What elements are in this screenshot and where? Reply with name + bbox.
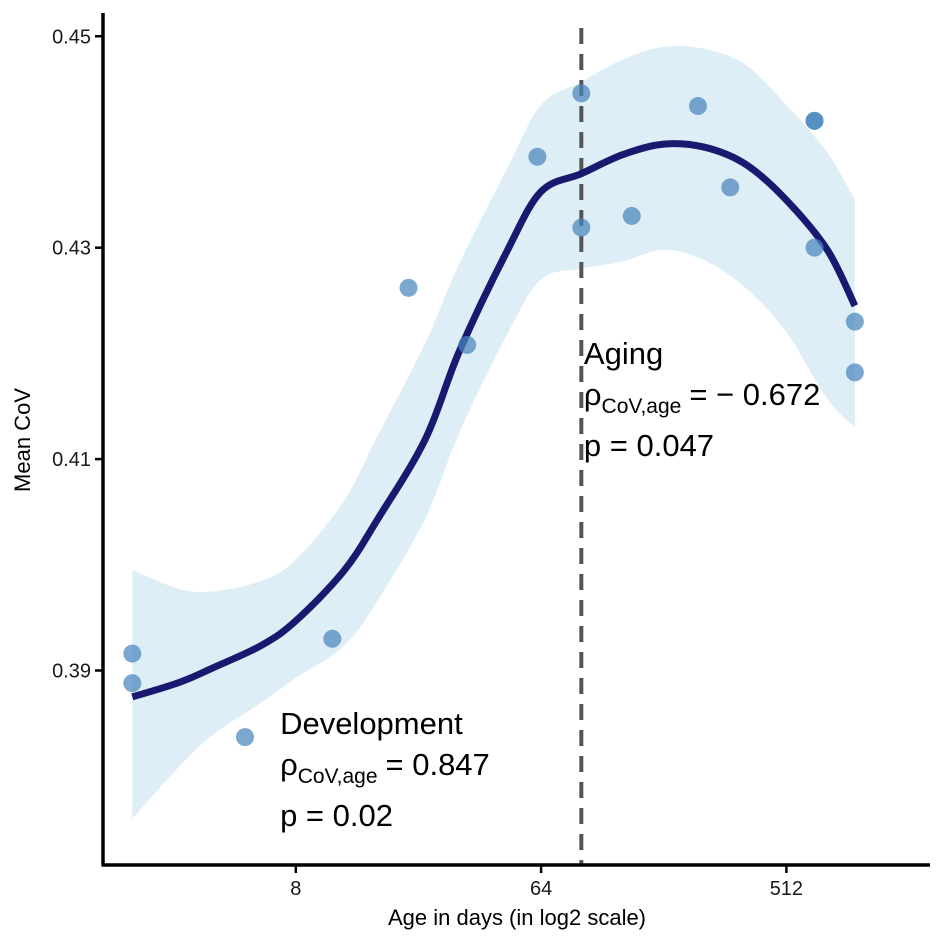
data-point xyxy=(528,147,547,166)
x-axis-title: Age in days (in log2 scale) xyxy=(388,905,646,930)
data-point xyxy=(572,218,591,237)
x-tick-label: 8 xyxy=(290,878,301,900)
annotation-title: Development xyxy=(280,706,463,741)
confidence-band-layer xyxy=(132,45,855,819)
y-tick-label: 0.41 xyxy=(52,449,91,471)
data-point xyxy=(123,674,142,693)
smooth-line xyxy=(131,140,859,701)
x-tick-label: 512 xyxy=(770,878,803,900)
rho-symbol: ρ xyxy=(280,747,298,782)
confidence-band xyxy=(132,45,855,819)
data-point xyxy=(805,111,824,130)
x-tick-label: 64 xyxy=(530,878,552,900)
data-point xyxy=(236,728,255,747)
data-point xyxy=(458,335,477,354)
data-point xyxy=(845,363,864,382)
data-point xyxy=(688,97,707,116)
data-point xyxy=(622,206,641,225)
annotation-rho: ρCoV,age = − 0.672 xyxy=(584,377,820,418)
data-point xyxy=(399,278,418,297)
rho-subscript: CoV,age xyxy=(298,765,378,788)
y-tick-label: 0.45 xyxy=(52,26,91,48)
annotation-title: Aging xyxy=(584,336,663,371)
y-tick-label: 0.43 xyxy=(52,238,91,260)
rho-value: = − 0.672 xyxy=(689,377,820,412)
data-point xyxy=(572,84,591,103)
smooth-line-layer xyxy=(131,140,859,701)
data-point xyxy=(721,178,740,197)
data-point xyxy=(323,629,342,648)
data-point xyxy=(805,238,824,257)
annotation-rho: ρCoV,age = 0.847 xyxy=(280,747,490,788)
y-axis-title: Mean CoV xyxy=(10,388,35,492)
axes-layer: 0.39 0.41 0.43 0.45 8 64 512 xyxy=(52,13,930,900)
rho-symbol: ρ xyxy=(584,377,602,412)
rho-value: = 0.847 xyxy=(386,747,490,782)
y-tick-label: 0.39 xyxy=(52,660,91,682)
rho-subscript: CoV,age xyxy=(602,395,682,418)
annotation-p-value: p = 0.02 xyxy=(280,798,393,833)
data-point xyxy=(123,644,142,663)
annotation-p-value: p = 0.047 xyxy=(584,428,714,463)
data-point xyxy=(845,312,864,331)
points-layer xyxy=(123,84,864,747)
